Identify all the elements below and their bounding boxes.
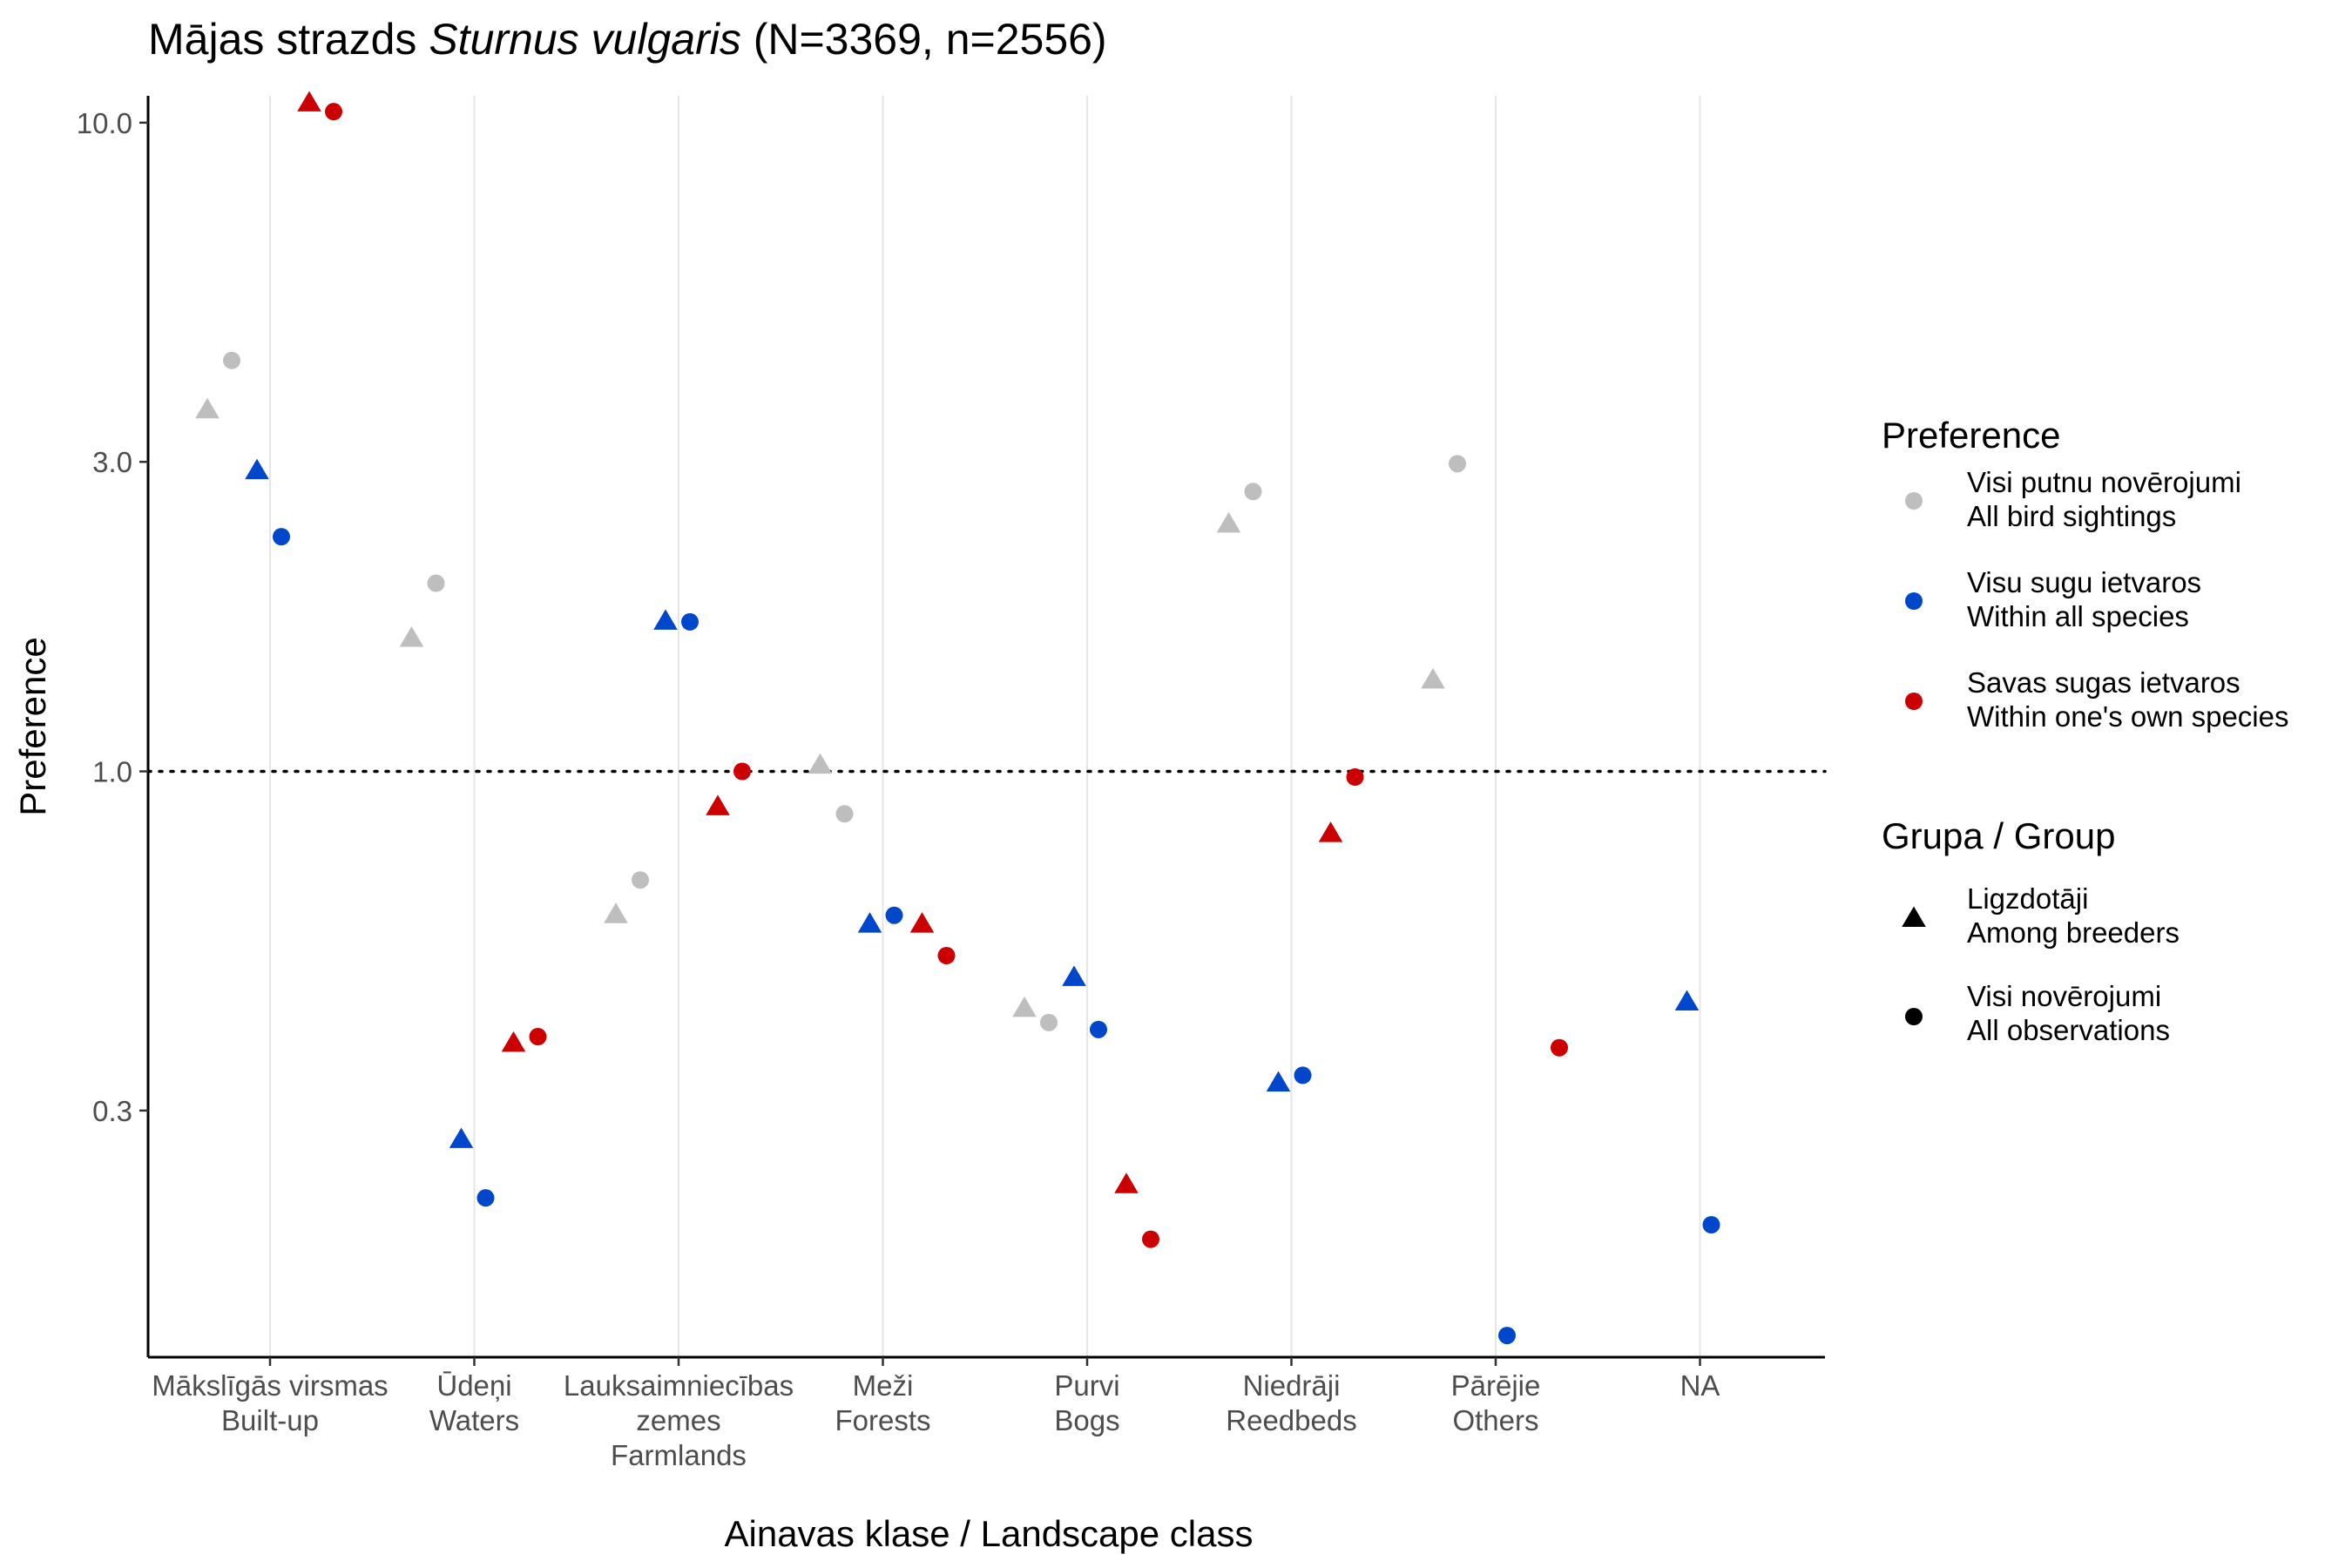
x-tick-label: Niedrāji Reedbeds xyxy=(1226,1369,1356,1436)
data-point-circle xyxy=(733,762,751,781)
data-point-circle xyxy=(325,103,342,121)
legend-label: Within all species xyxy=(1967,600,2189,632)
data-point-triangle xyxy=(1421,667,1445,689)
data-point-triangle xyxy=(808,753,833,774)
legend-key-circle xyxy=(1905,592,1923,610)
legend-label: Among breeders xyxy=(1967,916,2180,949)
data-point-triangle xyxy=(653,609,678,630)
x-tick-label: Meži Forests xyxy=(835,1369,930,1436)
data-point-triangle xyxy=(1674,990,1700,1010)
data-point-triangle xyxy=(909,912,935,933)
data-point-circle xyxy=(1090,1020,1107,1038)
legend-key-triangle xyxy=(1902,906,1926,927)
x-tick-label: Pārējie Others xyxy=(1451,1369,1541,1436)
chart-title-prefix: Mājas strazds xyxy=(148,15,429,64)
data-point-triangle xyxy=(1318,821,1343,842)
data-point-circle xyxy=(632,871,649,889)
data-point-circle xyxy=(1449,455,1466,473)
legend-label: Savas sugas ietvaros xyxy=(1967,666,2240,699)
data-point-circle xyxy=(1346,768,1364,787)
legend-label: All bird sightings xyxy=(1967,500,2176,532)
data-point-circle xyxy=(1040,1013,1058,1031)
grid-lines xyxy=(269,96,1701,1357)
data-point-triangle xyxy=(1114,1173,1139,1193)
data-point-circle xyxy=(529,1028,547,1046)
legend-label: All observations xyxy=(1967,1014,2170,1046)
data-point-triangle xyxy=(245,458,269,480)
legend-label: Ligzdotāji xyxy=(1967,882,2088,915)
legend-label: Within one's own species xyxy=(1967,700,2288,733)
data-point-circle xyxy=(1142,1230,1159,1248)
data-point-circle xyxy=(1244,483,1262,501)
legend-key-circle xyxy=(1905,1008,1923,1025)
data-point-triangle xyxy=(297,91,321,112)
data-point-circle xyxy=(1702,1215,1720,1233)
y-tick-label: 10.0 xyxy=(77,107,132,139)
x-tick-label: NA xyxy=(1680,1369,1720,1402)
chart-title-species: Sturnus vulgaris xyxy=(429,15,741,64)
y-tick-label: 3.0 xyxy=(92,446,132,478)
y-tick-label: 1.0 xyxy=(92,755,132,787)
data-point-circle xyxy=(427,574,445,592)
x-ticks: Mākslīgās virsmas Built-up Ūdeņi Waters Lauk… xyxy=(152,1357,1720,1471)
chart-title: Mājas strazds Sturnus vulgaris (N=3369, … xyxy=(148,15,1107,64)
data-point-triangle xyxy=(449,1127,474,1148)
data-point-triangle xyxy=(706,794,730,815)
legend-label: Visi novērojumi xyxy=(1967,980,2161,1012)
data-point-circle xyxy=(681,612,699,631)
legend-label: Visu sugu ietvaros xyxy=(1967,566,2201,598)
data-point-triangle xyxy=(1062,965,1086,986)
data-point-circle xyxy=(937,946,956,964)
y-axis-title: Preference xyxy=(12,637,53,815)
data-point-circle xyxy=(476,1189,495,1207)
data-point-triangle xyxy=(1012,996,1037,1017)
data-point-triangle xyxy=(857,912,882,933)
data-point-circle xyxy=(1498,1327,1516,1345)
x-axis-title: Ainavas klase / Landscape class xyxy=(724,1513,1253,1554)
x-tick-label: Purvi Bogs xyxy=(1054,1369,1119,1436)
x-tick-label: Lauksaimniecības zemes Farmlands xyxy=(564,1369,794,1471)
data-point-triangle xyxy=(501,1031,526,1052)
data-point-circle xyxy=(273,528,290,546)
legend-key-circle xyxy=(1905,693,1923,710)
legend-title-preference: Preference xyxy=(1882,415,2060,456)
y-ticks: 0.3 1.0 3.0 10.0 xyxy=(77,107,148,1127)
data-point-triangle xyxy=(195,397,220,419)
x-tick-label: Ūdeņi Waters xyxy=(429,1369,519,1436)
axes xyxy=(146,96,1825,1359)
legend-key-circle xyxy=(1905,492,1923,510)
data-point-triangle xyxy=(604,902,628,923)
data-points xyxy=(195,91,1720,1345)
data-point-circle xyxy=(885,906,903,924)
chart-title-suffix: (N=3369, n=2556) xyxy=(741,15,1107,64)
legend-title-group: Grupa / Group xyxy=(1882,815,2115,856)
data-point-triangle xyxy=(1216,511,1241,533)
data-point-circle xyxy=(1551,1038,1568,1057)
data-point-triangle xyxy=(399,625,424,647)
y-tick-label: 0.3 xyxy=(92,1095,132,1127)
legend-label: Visi putnu novērojumi xyxy=(1967,466,2241,498)
x-tick-label: Mākslīgās virsmas Built-up xyxy=(152,1369,388,1436)
data-point-circle xyxy=(835,805,854,823)
data-point-circle xyxy=(1294,1066,1312,1085)
data-point-circle xyxy=(223,351,240,369)
data-point-triangle xyxy=(1266,1071,1291,1092)
